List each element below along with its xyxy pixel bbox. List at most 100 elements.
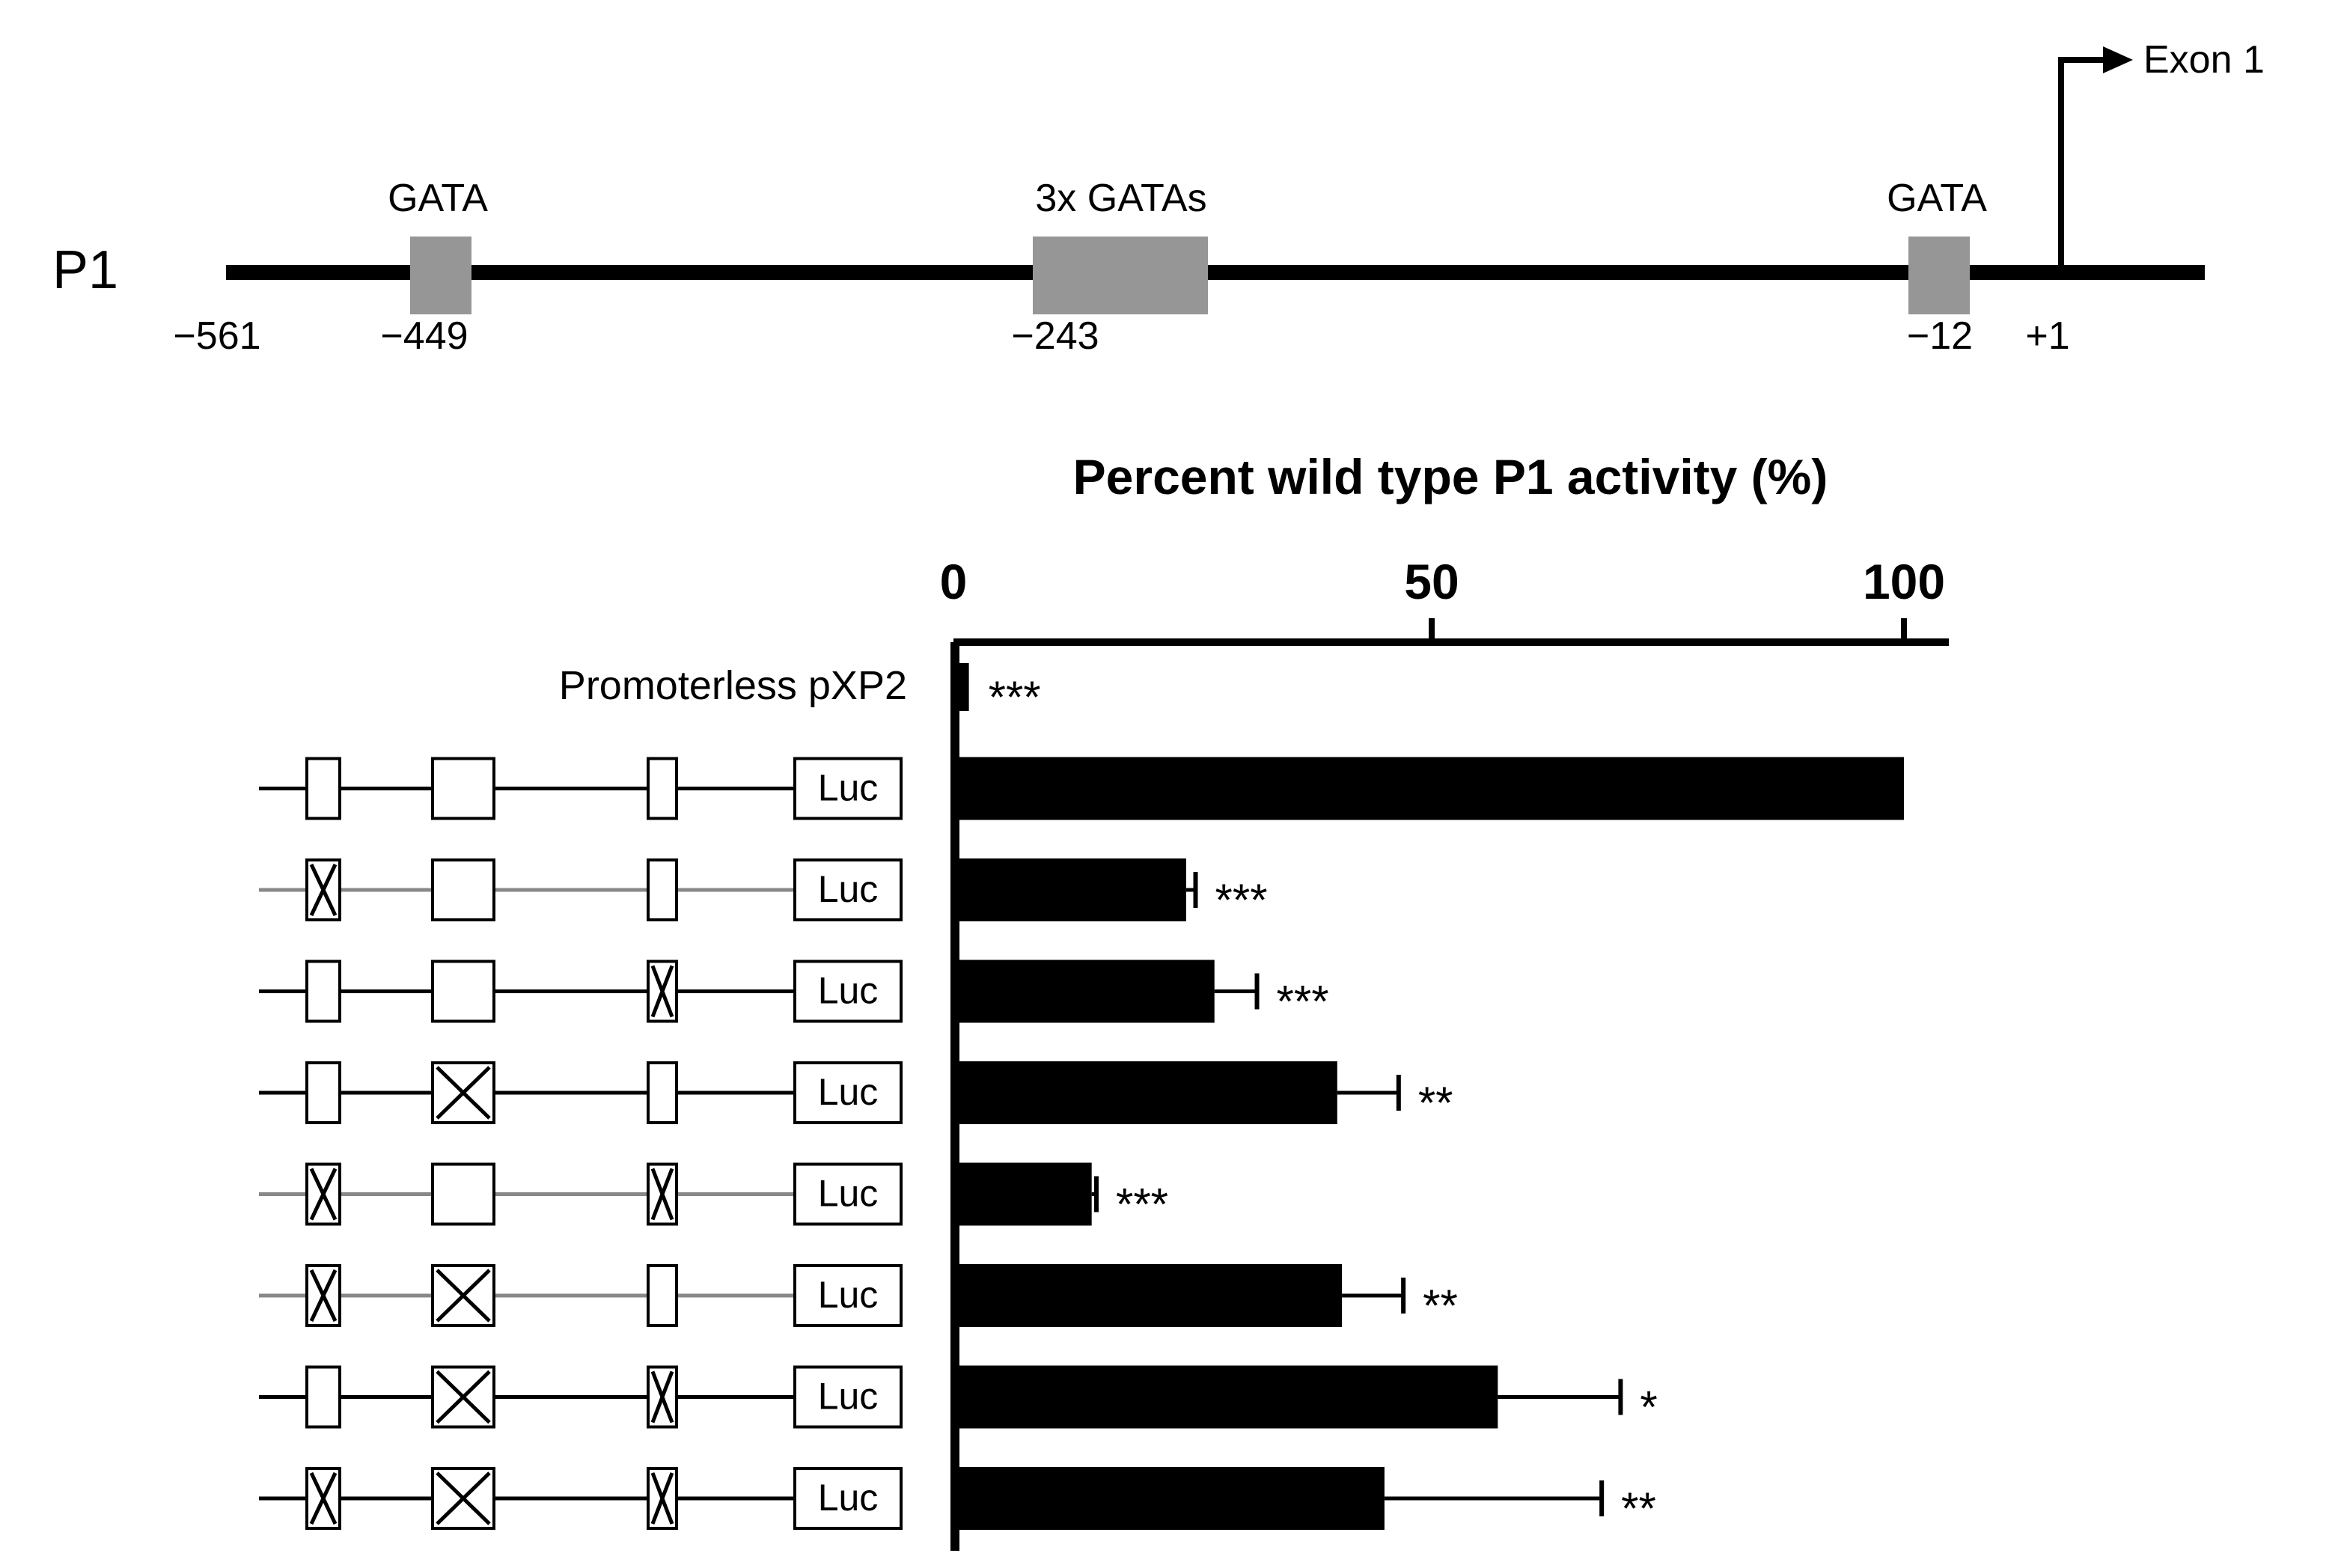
site-label-12: GATA <box>1887 177 1987 220</box>
mutation-cross-icon <box>436 1066 491 1120</box>
construct-diagram: Luc <box>259 1467 903 1530</box>
bar <box>959 1467 1385 1530</box>
tss-arrow-head-icon <box>2103 46 2133 73</box>
significance-label: *** <box>989 672 1041 722</box>
activity-chart: Percent wild type P1 activity (%) 0 50 100… <box>259 449 1949 1551</box>
x-tick-label: 0 <box>940 554 968 609</box>
construct-row: ** Luc <box>259 1264 1458 1331</box>
luciferase-label: Luc <box>818 1173 879 1215</box>
exon-label: Exon 1 <box>2143 38 2265 82</box>
construct-diagram: Luc <box>259 858 903 921</box>
promoter-name: P1 <box>52 240 118 300</box>
mutation-cross-icon <box>650 1472 674 1525</box>
x-tick-label: 50 <box>1404 554 1459 609</box>
luciferase-box <box>793 1061 903 1124</box>
bar <box>959 960 1215 1023</box>
position-label-12: −12 <box>1907 314 1973 358</box>
gata-box-12 <box>1908 237 1970 314</box>
construct-diagram: Luc <box>259 757 903 820</box>
luciferase-box <box>793 1162 903 1226</box>
site-label-243: 3x GATAs <box>1035 177 1206 220</box>
mutation-cross-icon <box>650 1370 674 1424</box>
bar <box>959 663 969 711</box>
luciferase-label: Luc <box>818 1376 879 1418</box>
site-box-449 <box>305 1365 341 1429</box>
construct-diagram: Luc <box>259 960 903 1023</box>
chart-title: Percent wild type P1 activity (%) <box>1073 449 1828 504</box>
construct-row: *** Luc <box>259 858 1268 925</box>
luciferase-box <box>793 757 903 820</box>
mutation-cross-icon <box>436 1471 491 1525</box>
bar <box>959 1061 1337 1124</box>
construct-row: Luc <box>259 757 1904 820</box>
construct-diagram: Luc <box>259 1162 903 1226</box>
luciferase-box <box>793 858 903 921</box>
category-label: Promoterless pXP2 <box>559 663 907 708</box>
luciferase-label: Luc <box>818 767 879 809</box>
construct-diagram: Luc <box>259 1061 903 1124</box>
construct-diagram: Luc <box>259 1365 903 1429</box>
promoter-map: P1 GATA 3x GATAs GATA −561 −449 −243 −12… <box>52 38 2265 358</box>
mutation-cross-icon <box>436 1370 491 1424</box>
significance-label: ** <box>1423 1281 1458 1331</box>
mutation-cross-icon <box>309 863 338 917</box>
x-axis: 0 50 100 <box>940 554 1949 646</box>
mutation-cross-icon <box>309 1471 338 1525</box>
site-label-449: GATA <box>388 177 488 220</box>
significance-label: ** <box>1621 1483 1656 1534</box>
construct-row: * Luc <box>259 1365 1658 1433</box>
luciferase-label: Luc <box>818 970 879 1012</box>
site-box-449 <box>305 1061 341 1124</box>
significance-label: *** <box>1277 977 1329 1027</box>
significance-label: *** <box>1215 875 1268 925</box>
site-box-12 <box>647 1061 678 1124</box>
luciferase-label: Luc <box>818 868 879 910</box>
mutation-cross-icon <box>650 965 674 1018</box>
site-box-12 <box>647 757 678 820</box>
site-box-243 <box>431 757 495 820</box>
luciferase-box <box>793 1264 903 1327</box>
site-box-449 <box>305 960 341 1023</box>
construct-row: *** Luc <box>259 960 1329 1027</box>
site-box-449 <box>305 757 341 820</box>
bar <box>959 1365 1498 1429</box>
position-label-449: −449 <box>380 314 468 358</box>
luciferase-box <box>793 960 903 1023</box>
bar <box>959 858 1186 921</box>
bar <box>959 1162 1092 1226</box>
mutation-cross-icon <box>309 1168 338 1221</box>
tss-arrow-shaft <box>2058 57 2110 272</box>
luciferase-label: Luc <box>818 1274 879 1316</box>
luciferase-box <box>793 1365 903 1429</box>
construct-row: ** Luc <box>259 1061 1453 1128</box>
construct-rows: ***Promoterless pXP2Luc***Luc***Luc**Luc… <box>259 663 1904 1534</box>
construct-diagram: Luc <box>259 1264 903 1327</box>
bar <box>959 757 1904 820</box>
tss-position-label: +1 <box>2025 314 2069 358</box>
significance-label: ** <box>1418 1078 1453 1128</box>
construct-row: *** Promoterless pXP2 <box>559 663 1041 722</box>
site-box-12 <box>647 1264 678 1327</box>
position-label-243: −243 <box>1011 314 1099 358</box>
luciferase-box <box>793 1467 903 1530</box>
gata-box-243 <box>1033 237 1208 314</box>
construct-row: ** Luc <box>259 1467 1656 1534</box>
start-position-label: −561 <box>173 314 260 358</box>
luciferase-label: Luc <box>818 1071 879 1113</box>
site-box-12 <box>647 858 678 921</box>
significance-label: *** <box>1116 1180 1168 1230</box>
site-box-243 <box>431 960 495 1023</box>
site-box-243 <box>431 858 495 921</box>
mutation-cross-icon <box>650 1168 674 1221</box>
site-box-243 <box>431 1162 495 1226</box>
mutation-cross-icon <box>309 1269 338 1323</box>
gata-box-449 <box>410 237 471 314</box>
mutation-cross-icon <box>436 1269 491 1323</box>
construct-row: *** Luc <box>259 1162 1168 1230</box>
significance-label: * <box>1640 1382 1657 1433</box>
bar <box>959 1264 1343 1327</box>
x-ticks: 0 50 100 <box>940 554 1945 642</box>
x-tick-label: 100 <box>1863 554 1945 609</box>
luciferase-label: Luc <box>818 1477 879 1519</box>
